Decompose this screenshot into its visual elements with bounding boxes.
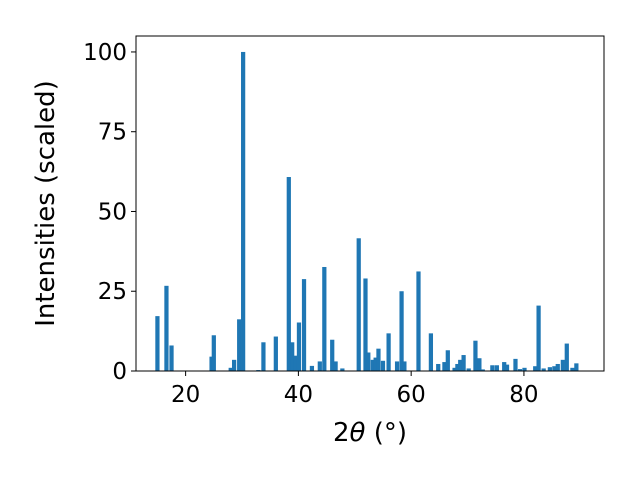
bar	[164, 285, 169, 371]
bar	[442, 362, 447, 371]
y-tick-label: 75	[98, 120, 127, 146]
bar	[169, 345, 174, 371]
bar	[366, 352, 371, 371]
bar	[376, 348, 381, 371]
bar	[502, 362, 507, 371]
bar	[290, 342, 295, 371]
bar	[237, 319, 242, 371]
bar	[547, 367, 552, 371]
plot-frame	[135, 35, 605, 372]
bar	[416, 271, 421, 371]
bar	[541, 368, 546, 371]
bar	[560, 359, 565, 371]
bar	[356, 238, 361, 371]
bar	[309, 365, 315, 371]
x-tick-label: 80	[509, 382, 538, 408]
bar	[533, 366, 538, 371]
bar	[504, 364, 510, 371]
x-axis-label: 2θ (°)	[333, 418, 407, 448]
x-axis-label-suffix: (°)	[365, 418, 407, 448]
bar	[402, 361, 407, 371]
bar	[340, 368, 345, 371]
y-tick-label: 0	[112, 359, 127, 385]
y-tick-label: 25	[98, 279, 127, 305]
bar	[301, 279, 307, 371]
bar	[241, 51, 246, 371]
bar	[574, 363, 579, 371]
bar	[209, 356, 214, 371]
bar	[461, 355, 466, 371]
bar	[490, 365, 495, 371]
bar	[455, 363, 460, 371]
bar	[466, 368, 471, 371]
bar	[231, 359, 237, 371]
bar	[436, 363, 441, 371]
bar	[494, 365, 499, 371]
bar	[380, 360, 386, 371]
bar	[445, 350, 450, 371]
bar	[428, 333, 434, 371]
bar	[211, 335, 216, 371]
bar	[552, 366, 557, 371]
bar	[452, 367, 457, 371]
bar	[296, 322, 302, 371]
bar	[536, 305, 541, 371]
y-axis-label: Intensities (scaled)	[31, 80, 61, 327]
x-tick-label: 40	[284, 382, 313, 408]
bar	[273, 336, 278, 371]
bar	[473, 340, 478, 371]
y-tick-label: 50	[98, 199, 127, 225]
bar	[373, 357, 378, 371]
bars-layer	[155, 51, 579, 371]
bar	[386, 333, 391, 371]
bar	[370, 359, 375, 371]
bar	[394, 361, 400, 371]
bar	[363, 278, 368, 371]
x-tick-label: 20	[171, 382, 200, 408]
bar	[555, 363, 560, 371]
bar	[399, 291, 404, 371]
ticks-layer: 20 40 60 80 0 25 50 75 100	[83, 40, 538, 408]
bar	[458, 359, 463, 371]
bar	[477, 358, 482, 371]
bar	[317, 361, 322, 371]
bar	[322, 266, 327, 371]
bar	[522, 367, 527, 371]
x-axis-label-symbol: θ	[350, 418, 366, 448]
bar	[286, 177, 291, 371]
bar	[513, 358, 518, 371]
bar	[330, 339, 335, 371]
y-tick-label: 100	[83, 40, 127, 66]
bar	[228, 367, 233, 371]
bar	[480, 369, 485, 371]
bar	[564, 343, 569, 371]
bar	[333, 361, 338, 371]
bar	[293, 355, 298, 371]
bar	[261, 342, 266, 371]
bar	[517, 369, 523, 371]
x-tick-label: 60	[397, 382, 426, 408]
bar	[570, 367, 575, 371]
x-axis-label-prefix: 2	[333, 418, 350, 448]
bar	[155, 316, 160, 371]
